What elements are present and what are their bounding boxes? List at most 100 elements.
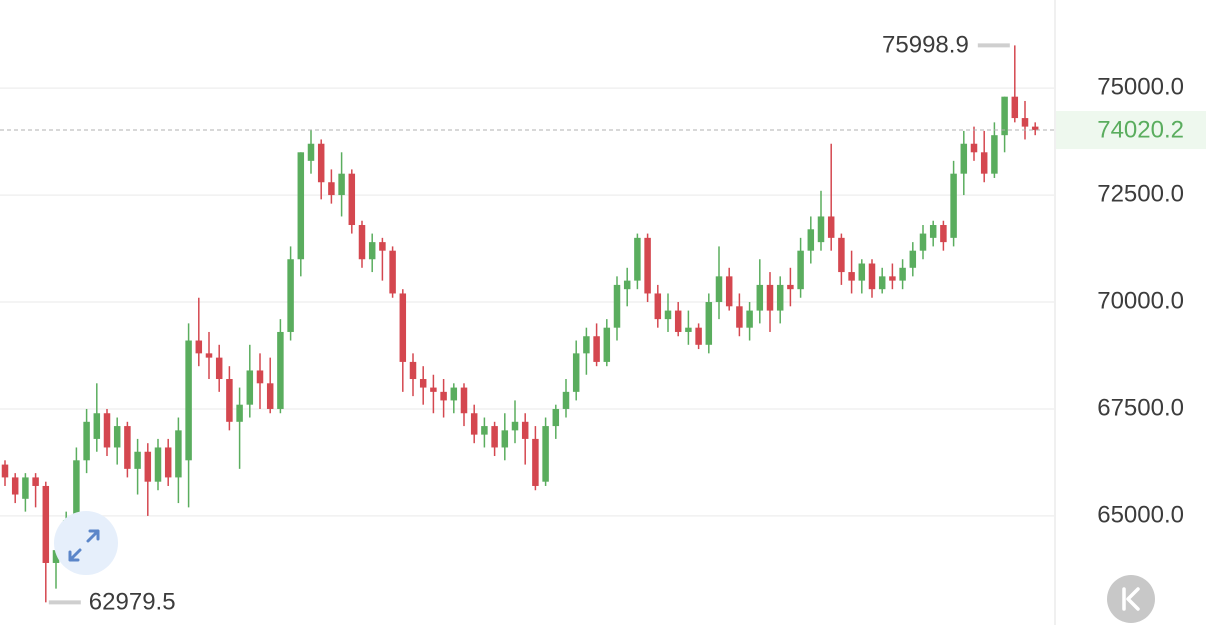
candle-body: [491, 426, 498, 448]
candle-body: [705, 302, 713, 345]
candle-body: [481, 426, 488, 435]
back-button-bg[interactable]: [1107, 575, 1155, 623]
candle-body: [623, 280, 631, 290]
candle-body: [776, 284, 784, 311]
candle-body: [929, 225, 937, 238]
candle-body: [674, 310, 682, 332]
candle-body: [848, 272, 855, 281]
candle-body: [919, 233, 927, 251]
candle-body: [22, 477, 29, 499]
candle-body: [756, 284, 764, 311]
candle-body: [389, 250, 396, 294]
candle-body: [613, 284, 621, 328]
candle-body: [1031, 126, 1039, 131]
candle-body: [725, 276, 733, 307]
labels: 75000.0 72500.0 70000.0 67500.0 65000.0 74020…: [0, 32, 1206, 616]
candle-body: [715, 276, 723, 303]
candle-body: [746, 310, 753, 328]
candle-body: [266, 383, 274, 409]
candle-body: [277, 331, 284, 409]
candle-body: [521, 421, 529, 439]
candle-body: [695, 327, 702, 345]
candle-body: [32, 477, 39, 486]
candle-body: [460, 387, 468, 414]
candle-body: [970, 143, 978, 153]
candle-body: [950, 173, 957, 238]
candle-body: [878, 276, 886, 290]
expand-button[interactable]: [54, 511, 118, 575]
candle-body: [1, 464, 9, 478]
candle-body: [1021, 118, 1029, 127]
candle-body: [287, 259, 294, 332]
candle-body: [328, 182, 335, 196]
candle-body: [797, 250, 804, 290]
candle-body: [572, 353, 580, 392]
candle-body: [980, 152, 988, 174]
expand-icon[interactable]: [68, 529, 100, 562]
candle-body: [430, 387, 437, 392]
candle-body: [93, 413, 101, 439]
candle-body: [358, 225, 366, 260]
candle-body: [440, 391, 447, 401]
candle-body: [654, 293, 662, 320]
candle-body: [817, 216, 825, 243]
candle-body: [827, 216, 835, 238]
candle-body: [644, 237, 651, 294]
candle-body: [154, 447, 162, 482]
candle-body: [889, 276, 896, 281]
candle-body: [317, 143, 325, 183]
candle-body: [583, 336, 590, 354]
y-tick-label: 75000.0: [1097, 73, 1184, 100]
candle-body: [991, 135, 998, 174]
candle-body: [634, 237, 641, 281]
candle-body: [368, 242, 376, 260]
candle-body: [450, 387, 458, 401]
candle-body: [1001, 96, 1008, 136]
candle-body: [838, 237, 845, 273]
expand-button-bg[interactable]: [54, 511, 118, 575]
candle-body: [103, 413, 111, 448]
candle-body: [664, 310, 672, 320]
candle-body: [338, 173, 345, 196]
candle-body: [195, 340, 203, 354]
candle-body: [124, 426, 131, 469]
candle-body: [348, 173, 356, 226]
candle-body: [226, 379, 233, 422]
candle-body: [236, 404, 243, 422]
candle-body: [940, 225, 947, 243]
candle-body: [52, 550, 60, 563]
candle-body: [134, 451, 141, 469]
candle-body: [807, 229, 815, 251]
candle-body: [379, 242, 386, 251]
candle-body: [542, 426, 549, 482]
candle-body: [215, 357, 223, 380]
candle-body: [205, 353, 213, 358]
candle-body: [960, 143, 968, 174]
candle-body: [113, 426, 121, 448]
candle-body: [736, 306, 743, 328]
candle-body: [42, 485, 50, 563]
y-tick-label: 70000.0: [1097, 287, 1184, 314]
candle-body: [175, 430, 182, 478]
candle-body: [409, 361, 417, 380]
candle-body: [593, 336, 600, 362]
candles: [1, 45, 1039, 603]
candle-body: [164, 447, 172, 478]
candle-body: [470, 413, 478, 435]
candle-body: [185, 340, 192, 461]
candle-body: [766, 284, 774, 311]
low-label: 62979.5: [89, 589, 176, 616]
candle-body: [246, 370, 254, 405]
back-icon[interactable]: [1122, 587, 1140, 611]
candle-body: [1011, 96, 1019, 119]
back-to-start-button[interactable]: [1107, 575, 1155, 623]
candle-body: [909, 250, 917, 268]
candle-body: [73, 460, 80, 521]
candle-body: [307, 143, 315, 161]
candle-body: [419, 379, 427, 388]
candle-body: [685, 327, 692, 332]
candle-body: [501, 430, 509, 448]
candle-body: [83, 421, 90, 461]
candle-body: [399, 293, 407, 362]
y-tick-label: 65000.0: [1097, 501, 1184, 528]
